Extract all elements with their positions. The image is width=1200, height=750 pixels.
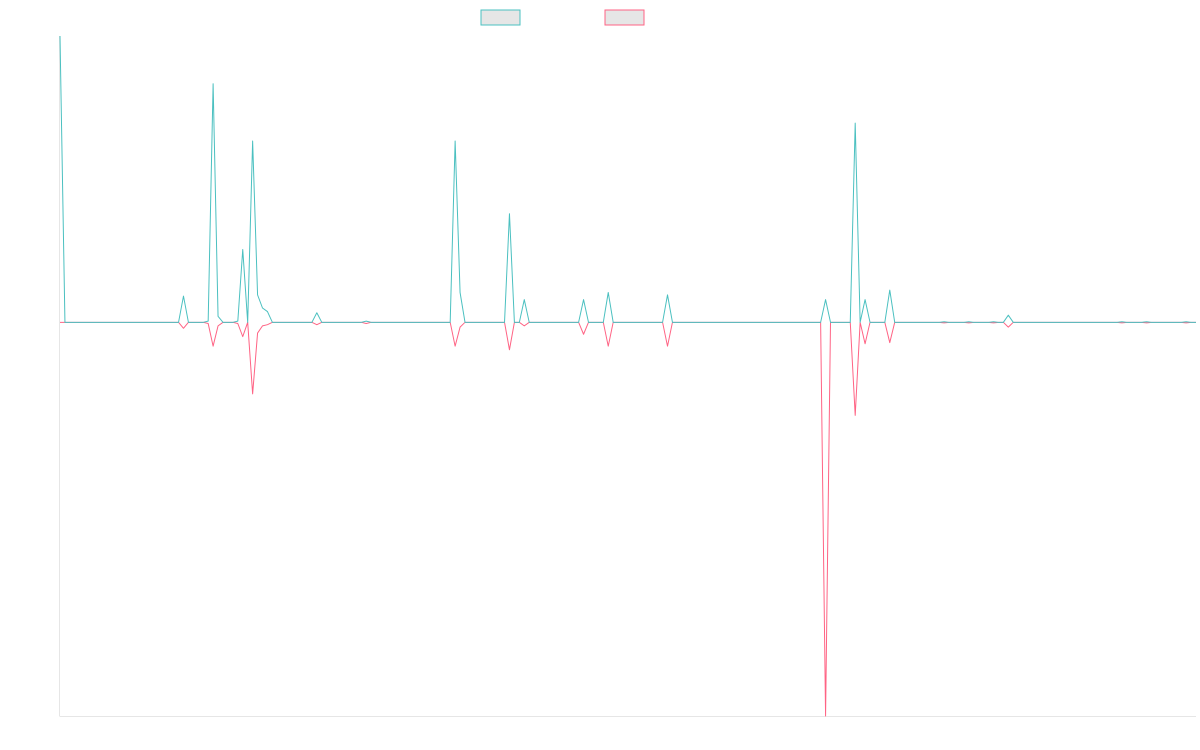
series-line-teal[interactable] bbox=[59, 35, 1196, 323]
legend-swatch-pink[interactable] bbox=[604, 9, 645, 26]
series-layer bbox=[59, 35, 1196, 717]
legend-swatch-teal[interactable] bbox=[480, 9, 521, 26]
legend bbox=[480, 9, 645, 26]
axes bbox=[59, 36, 1196, 717]
series-line-pink[interactable] bbox=[60, 321, 1196, 717]
